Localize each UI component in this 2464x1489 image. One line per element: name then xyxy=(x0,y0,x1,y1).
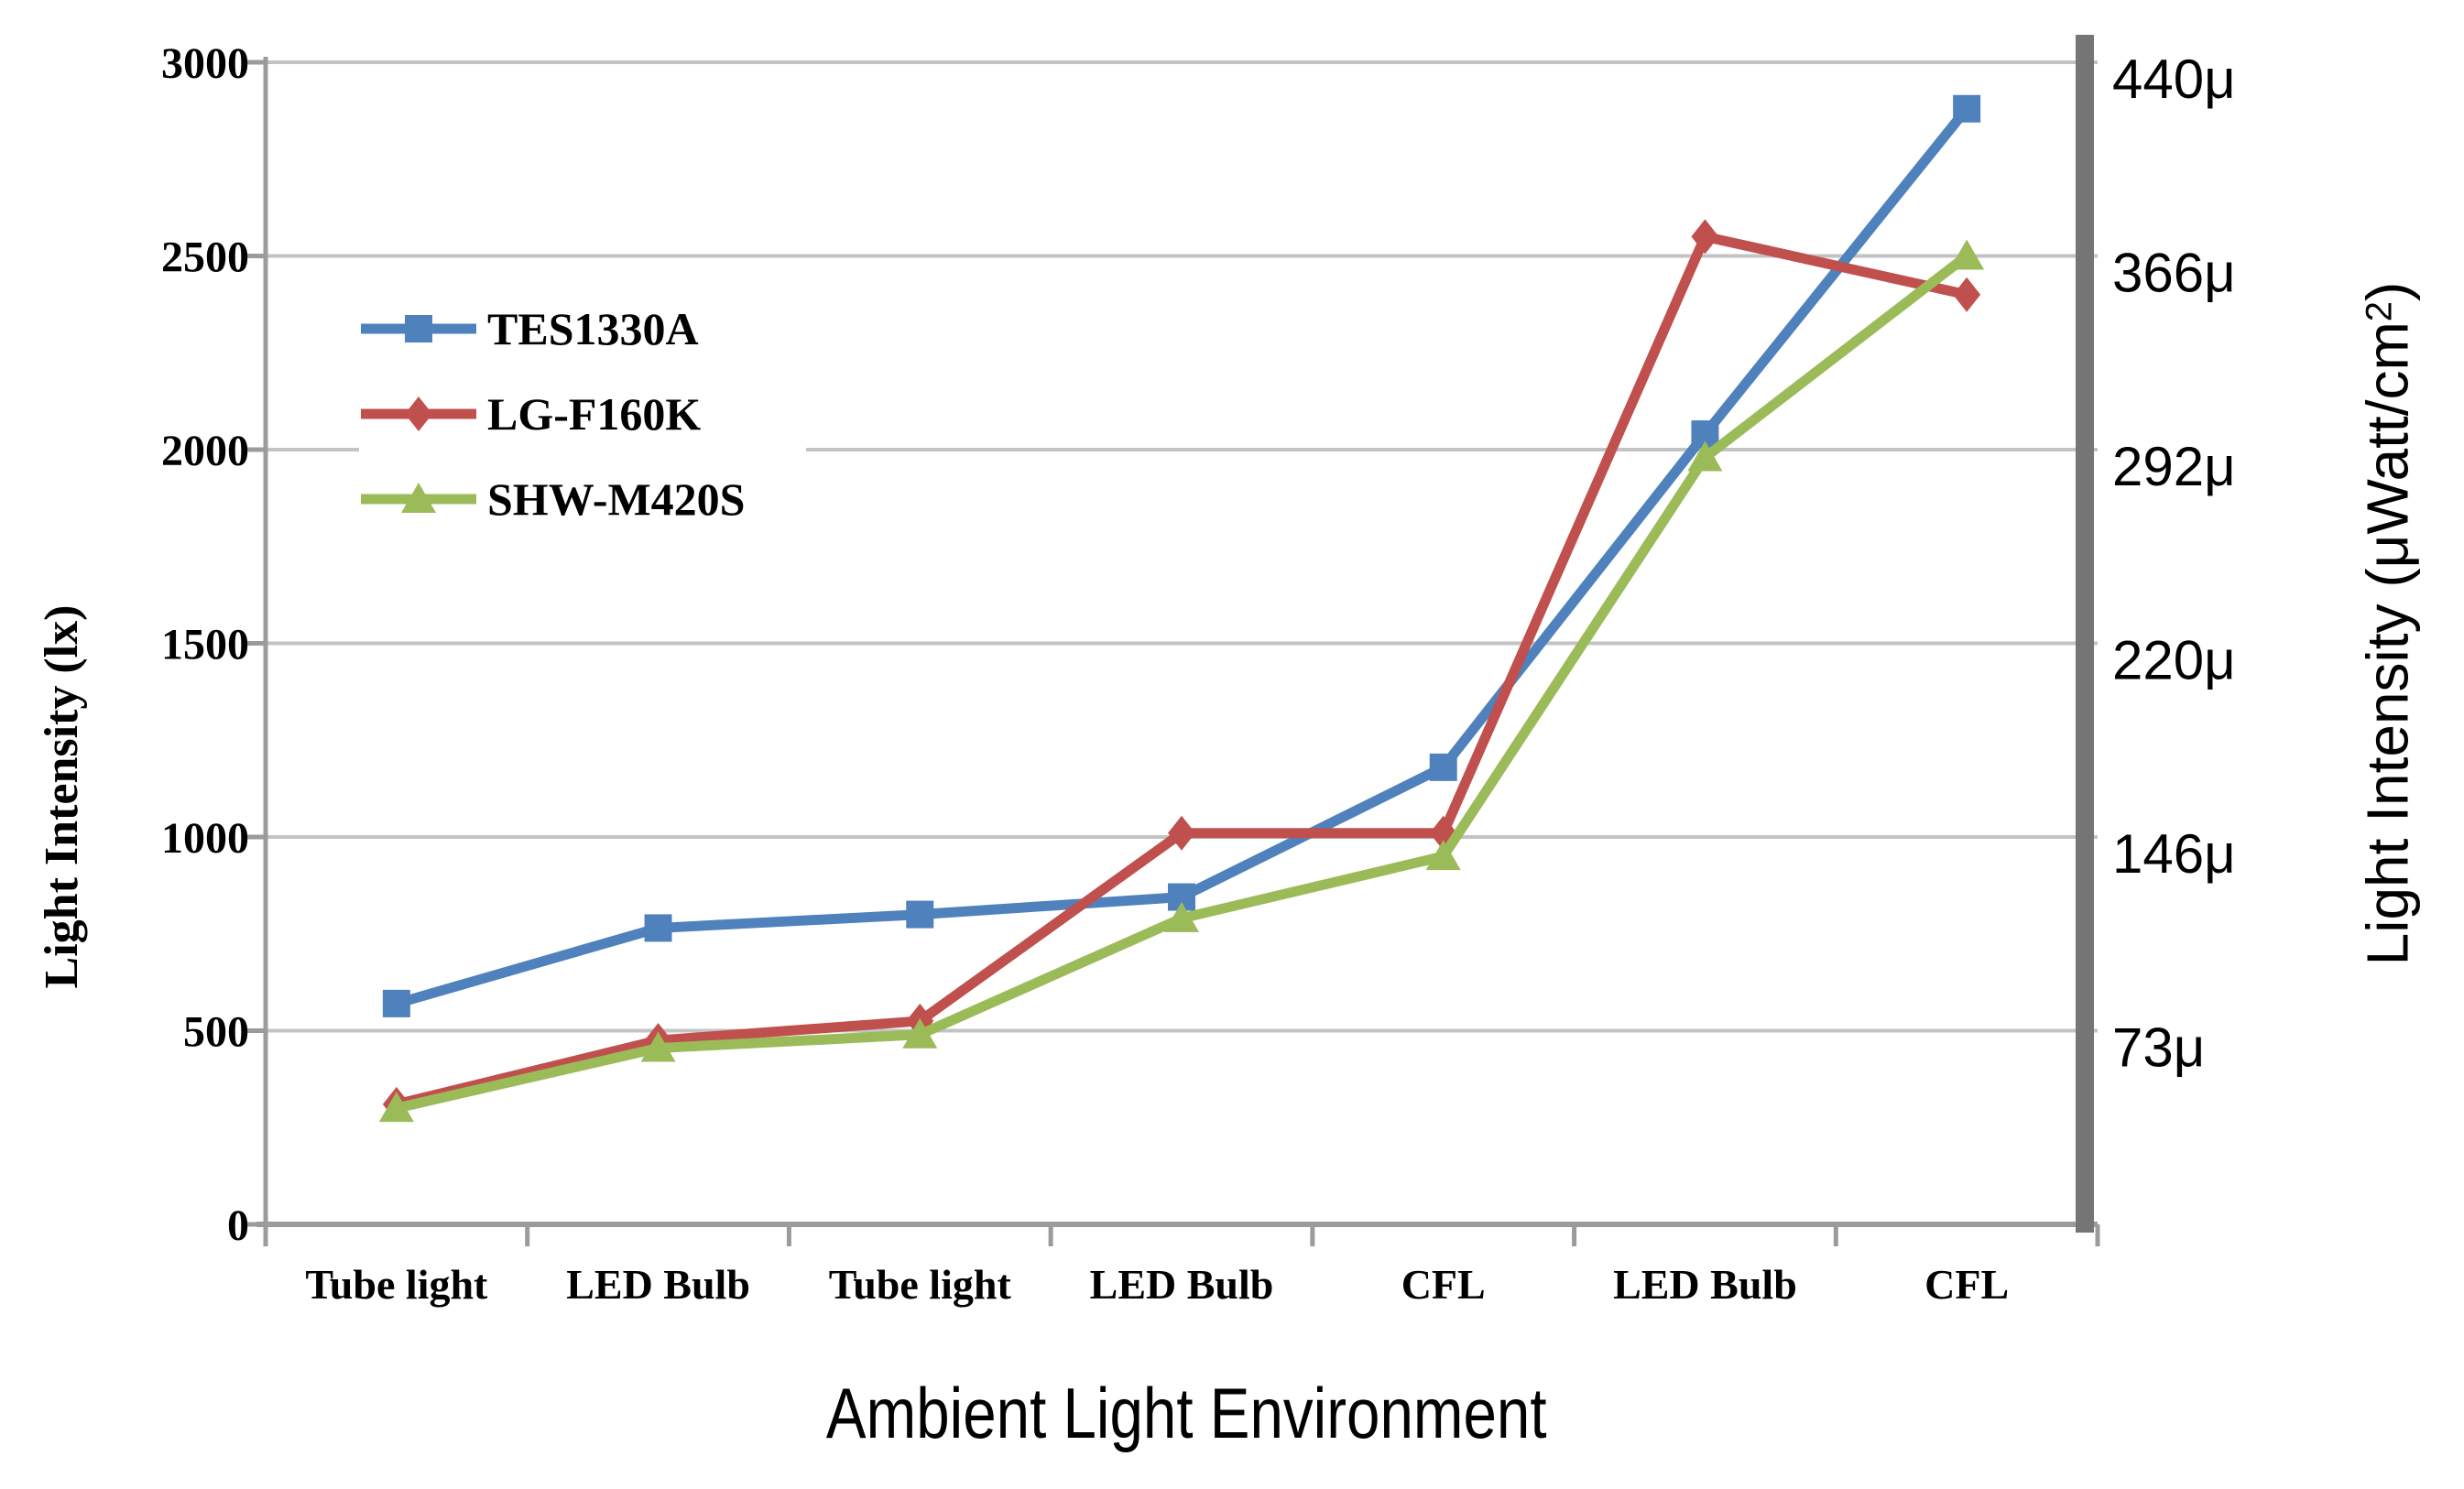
secondary-axis-tick-label-220μ: 220μ xyxy=(2112,630,2236,691)
x-axis-category-label-6: CFL xyxy=(1924,1261,2009,1308)
legend-marker-shape-TES1330A xyxy=(405,314,432,342)
series-marker-TES1330A-6 xyxy=(1953,94,1981,123)
secondary-axis-tick-label-146μ: 146μ xyxy=(2112,823,2236,885)
series-TES1330A xyxy=(382,94,1981,1017)
series-marker-TES1330A-4 xyxy=(1429,753,1457,781)
x-axis-category-label-4: CFL xyxy=(1401,1261,1486,1308)
legend-marker-diamond xyxy=(361,396,476,431)
legend-label: LG-F160K xyxy=(487,387,702,440)
legend-marker-shape-SHW-M420S xyxy=(401,482,436,513)
legend-label: SHW-M420S xyxy=(487,473,746,525)
y-axis-tick-label-1500: 1500 xyxy=(161,621,249,669)
secondary-axis-line xyxy=(2076,35,2094,1233)
x-axis-category-label-1: LED Bulb xyxy=(566,1261,750,1308)
legend-marker-shape-LG-F160K xyxy=(405,396,432,431)
right-axis-title-close: ) xyxy=(2354,281,2421,301)
y-axis-tick-label-2500: 2500 xyxy=(161,234,249,282)
secondary-axis-tick-label-292μ: 292μ xyxy=(2112,436,2236,497)
legend-item-shw-m420s: SHW-M420S xyxy=(359,456,806,541)
series-SHW-M420S xyxy=(378,239,1985,1123)
series-marker-SHW-M420S-2 xyxy=(902,1017,938,1049)
secondary-axis-tick-label-440μ: 440μ xyxy=(2112,49,2236,110)
series-marker-LG-F160K-5 xyxy=(1691,219,1719,255)
y-axis-tick-label-3000: 3000 xyxy=(161,39,249,88)
series-marker-SHW-M420S-3 xyxy=(1164,901,1199,932)
legend-label: TES1330A xyxy=(487,302,699,354)
series-marker-SHW-M420S-4 xyxy=(1425,840,1461,871)
series-marker-TES1330A-0 xyxy=(382,989,410,1017)
legend-marker-square xyxy=(361,314,476,342)
series-marker-TES1330A-2 xyxy=(906,900,934,929)
left-axis-title: Light Intensity (lx) xyxy=(36,604,88,989)
legend-item-tes1330a: TES1330A xyxy=(359,286,806,371)
secondary-axis-tick-label-73μ: 73μ xyxy=(2112,1017,2205,1079)
y-axis-tick-label-500: 500 xyxy=(183,1008,249,1057)
series-marker-LG-F160K-3 xyxy=(1168,815,1195,851)
legend: TES1330A LG-F160K SHW-M420S xyxy=(359,282,806,545)
y-axis-tick-label-0: 0 xyxy=(227,1201,249,1250)
x-axis-title: Ambient Light Environment xyxy=(0,1372,2372,1455)
legend-item-lg-f160k: LG-F160K xyxy=(359,371,806,456)
y-axis-tick-label-1000: 1000 xyxy=(161,814,249,863)
y-axis-tick-label-2000: 2000 xyxy=(161,427,249,475)
series-marker-TES1330A-1 xyxy=(644,914,672,942)
x-axis-category-label-2: Tube light xyxy=(829,1261,1012,1308)
x-axis-category-label-5: LED Bulb xyxy=(1613,1261,1797,1308)
series-marker-LG-F160K-6 xyxy=(1953,277,1981,312)
series-marker-SHW-M420S-0 xyxy=(378,1092,414,1123)
x-axis-category-label-0: Tube light xyxy=(305,1261,488,1308)
series-marker-SHW-M420S-6 xyxy=(1949,239,1985,270)
x-axis-title-text: Ambient Light Environment xyxy=(825,1373,1547,1453)
series-marker-SHW-M420S-5 xyxy=(1687,440,1723,472)
right-axis-title-superscript: 2 xyxy=(2359,300,2400,322)
x-axis-category-label-3: LED Bulb xyxy=(1090,1261,1274,1308)
right-axis-title-text: Light Intensity (μWatt/cm xyxy=(2354,321,2421,966)
series-marker-SHW-M420S-1 xyxy=(640,1031,676,1062)
right-axis-title: Light Intensity (μWatt/cm2) xyxy=(2340,8,2421,1240)
secondary-axis-tick-label-366μ: 366μ xyxy=(2112,243,2236,304)
legend-marker-triangle xyxy=(361,482,476,513)
